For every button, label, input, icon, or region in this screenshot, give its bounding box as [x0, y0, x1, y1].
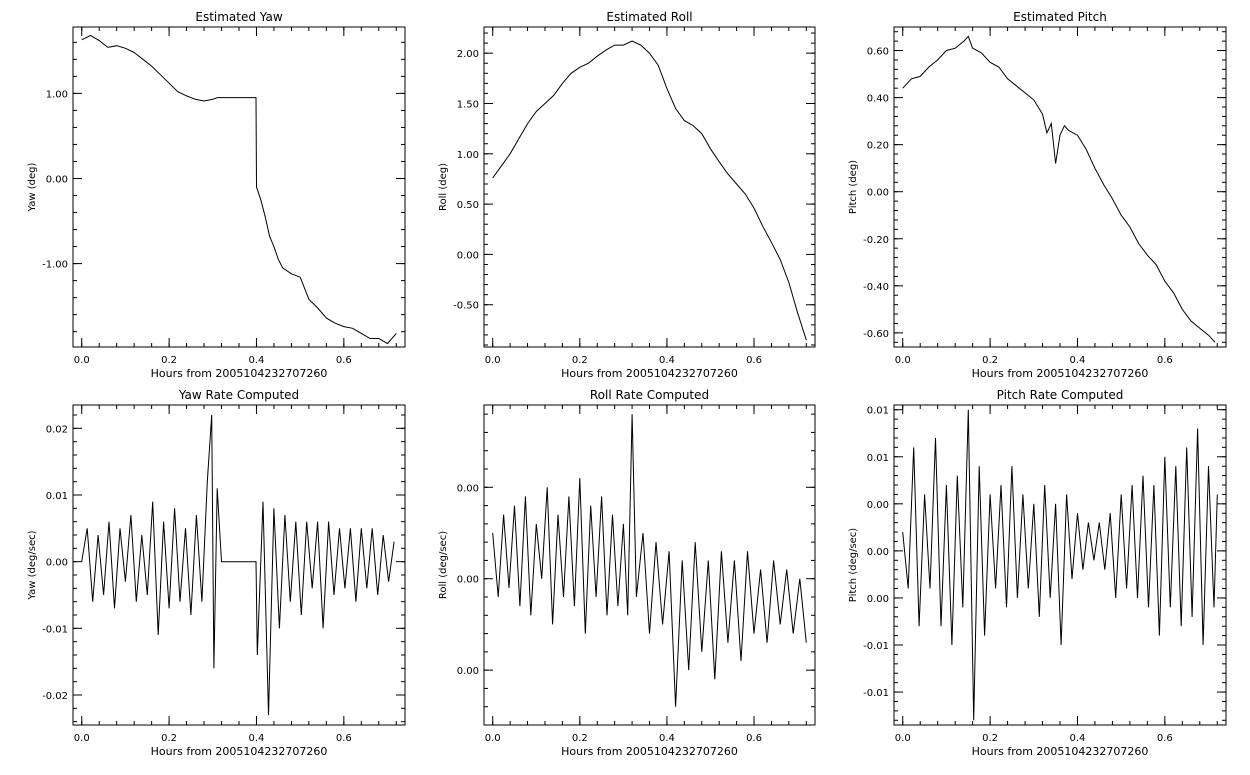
- chart-panel-4: Yaw Rate Computed Hours from 200510423270…: [27, 388, 406, 758]
- y-tick-label: 0.00: [46, 174, 68, 185]
- x-tick-label: 0.6: [1157, 355, 1173, 366]
- x-axis-label: Hours from 2005104232707260: [151, 367, 328, 380]
- y-tick-label: 0.40: [867, 94, 889, 105]
- x-tick-label: 0.4: [249, 733, 265, 744]
- chart-panel-1: Estimated Yaw Hours from 2005104232707260…: [27, 10, 406, 380]
- y-tick-label: -0.50: [453, 301, 479, 312]
- y-tick-label: 0.20: [867, 141, 889, 152]
- series-line: [492, 40, 807, 341]
- chart-panel-2: Estimated Roll Hours from 200510423270726…: [438, 10, 816, 380]
- x-tick-label: 0.6: [336, 733, 352, 744]
- x-tick-label: 0.6: [336, 355, 352, 366]
- x-tick-label: 0.2: [161, 355, 177, 366]
- y-tick-label: 0.00: [867, 500, 889, 511]
- chart-title: Estimated Yaw: [195, 10, 282, 24]
- y-tick-label: 0.50: [457, 200, 479, 211]
- y-tick-label: -0.40: [863, 282, 889, 293]
- y-tick-label: 0.01: [46, 491, 68, 502]
- series-line: [902, 409, 1218, 721]
- y-tick-label: 0.00: [457, 250, 479, 261]
- x-tick-label: 0.2: [572, 733, 588, 744]
- x-axis-label: Hours from 2005104232707260: [151, 745, 328, 758]
- y-tick-label: 0.00: [867, 594, 889, 605]
- y-tick-label: 1.00: [457, 150, 479, 161]
- y-tick-label: 0.60: [867, 47, 889, 58]
- y-tick-label: -0.01: [42, 624, 68, 635]
- x-tick-label: 0.4: [659, 355, 675, 366]
- y-tick-label: 0.01: [867, 406, 889, 417]
- plot-frame: [893, 26, 1227, 348]
- series-line: [492, 414, 807, 707]
- x-tick-label: 0.4: [249, 355, 265, 366]
- x-tick-label: 0.2: [161, 733, 177, 744]
- y-tick-label: 1.50: [457, 99, 479, 110]
- chart-panel-6: Pitch Rate Computed Hours from 2005104232…: [848, 388, 1227, 758]
- x-tick-label: 0.0: [485, 733, 501, 744]
- x-tick-label: 0.4: [1070, 733, 1086, 744]
- y-tick-label: 2.00: [457, 49, 479, 60]
- plot-frame: [483, 26, 816, 348]
- x-axis-label: Hours from 2005104232707260: [561, 745, 738, 758]
- y-tick-label: -0.20: [863, 235, 889, 246]
- x-axis-label: Hours from 2005104232707260: [972, 745, 1149, 758]
- y-tick-label: -0.02: [42, 691, 68, 702]
- chart-title: Estimated Pitch: [1013, 10, 1107, 24]
- y-tick-label: 0.00: [46, 558, 68, 569]
- x-tick-label: 0.0: [485, 355, 501, 366]
- y-axis-label: Roll (deg/sec): [438, 531, 449, 599]
- y-axis-label: Pitch (deg/sec): [848, 528, 859, 603]
- y-tick-label: -0.60: [863, 329, 889, 340]
- y-tick-label: 1.00: [46, 89, 68, 100]
- chart-title: Pitch Rate Computed: [997, 388, 1124, 402]
- y-tick-label: 0.01: [867, 453, 889, 464]
- x-tick-label: 0.2: [572, 355, 588, 366]
- x-tick-label: 0.2: [982, 355, 998, 366]
- series-line: [81, 414, 395, 716]
- y-axis-label: Pitch (deg): [848, 160, 859, 214]
- x-tick-label: 0.6: [746, 355, 762, 366]
- x-tick-label: 0.0: [74, 733, 90, 744]
- chart-panel-3: Estimated Pitch Hours from 20051042327072…: [848, 10, 1227, 380]
- y-tick-label: 0.00: [457, 575, 479, 586]
- x-axis-label: Hours from 2005104232707260: [561, 367, 738, 380]
- chart-title: Roll Rate Computed: [590, 388, 709, 402]
- x-tick-label: 0.0: [895, 355, 911, 366]
- plot-frame: [72, 26, 406, 348]
- y-tick-label: -1.00: [42, 260, 68, 271]
- x-tick-label: 0.0: [895, 733, 911, 744]
- x-tick-label: 0.4: [1070, 355, 1086, 366]
- series-line: [902, 35, 1216, 343]
- chart-panel-5: Roll Rate Computed Hours from 20051042327…: [438, 388, 816, 758]
- chart-title: Estimated Roll: [606, 10, 692, 24]
- x-tick-label: 0.2: [982, 733, 998, 744]
- y-tick-label: -0.01: [863, 688, 889, 699]
- plot-frame: [72, 404, 406, 726]
- y-tick-label: -0.01: [863, 641, 889, 652]
- series-line: [81, 34, 397, 345]
- y-tick-label: 0.00: [457, 666, 479, 677]
- y-axis-label: Yaw (deg/sec): [27, 530, 38, 600]
- y-tick-label: 0.00: [457, 483, 479, 494]
- y-tick-label: 0.00: [867, 547, 889, 558]
- x-axis-label: Hours from 2005104232707260: [972, 367, 1149, 380]
- y-tick-label: 0.00: [867, 188, 889, 199]
- x-tick-label: 0.0: [74, 355, 90, 366]
- x-tick-label: 0.6: [746, 733, 762, 744]
- y-axis-label: Roll (deg): [438, 163, 449, 211]
- y-tick-label: 0.02: [46, 424, 68, 435]
- y-axis-label: Yaw (deg): [27, 162, 38, 212]
- chart-title: Yaw Rate Computed: [178, 388, 299, 402]
- x-tick-label: 0.6: [1157, 733, 1173, 744]
- x-tick-label: 0.4: [659, 733, 675, 744]
